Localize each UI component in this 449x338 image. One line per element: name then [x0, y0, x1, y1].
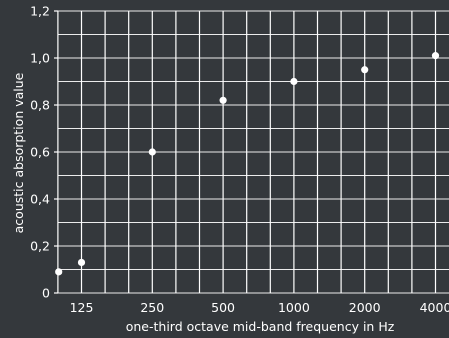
minor-gridlines [58, 11, 449, 293]
data-point [149, 148, 156, 155]
data-point [290, 78, 297, 85]
y-tick-label: 1,0 [30, 51, 50, 66]
x-tick-label: 250 [140, 300, 164, 315]
y-tick-label: 0,2 [30, 239, 50, 254]
x-tick-label: 500 [211, 300, 235, 315]
y-axis-ticks: 0 0,2 0,4 0,6 0,8 1,0 1,2 [30, 4, 58, 301]
y-tick-label: 0,4 [30, 192, 50, 207]
x-axis-ticks: 125 250 500 1000 2000 4000 [70, 300, 449, 315]
data-point [220, 97, 227, 104]
data-point [432, 52, 439, 59]
y-tick-label: 0,8 [30, 98, 50, 113]
x-axis-label: one-third octave mid-band frequency in H… [126, 319, 395, 334]
x-tick-label: 1000 [278, 300, 310, 315]
y-axis-label: acoustic absorption value [11, 72, 26, 233]
data-point [55, 268, 62, 275]
x-tick-label: 4000 [420, 300, 449, 315]
y-tick-label: 0 [42, 286, 50, 301]
x-tick-label: 125 [70, 300, 94, 315]
y-tick-label: 0,6 [30, 145, 50, 160]
y-tick-label: 1,2 [30, 4, 50, 19]
x-tick-label: 2000 [349, 300, 381, 315]
data-point [361, 66, 368, 73]
data-point [78, 259, 85, 266]
